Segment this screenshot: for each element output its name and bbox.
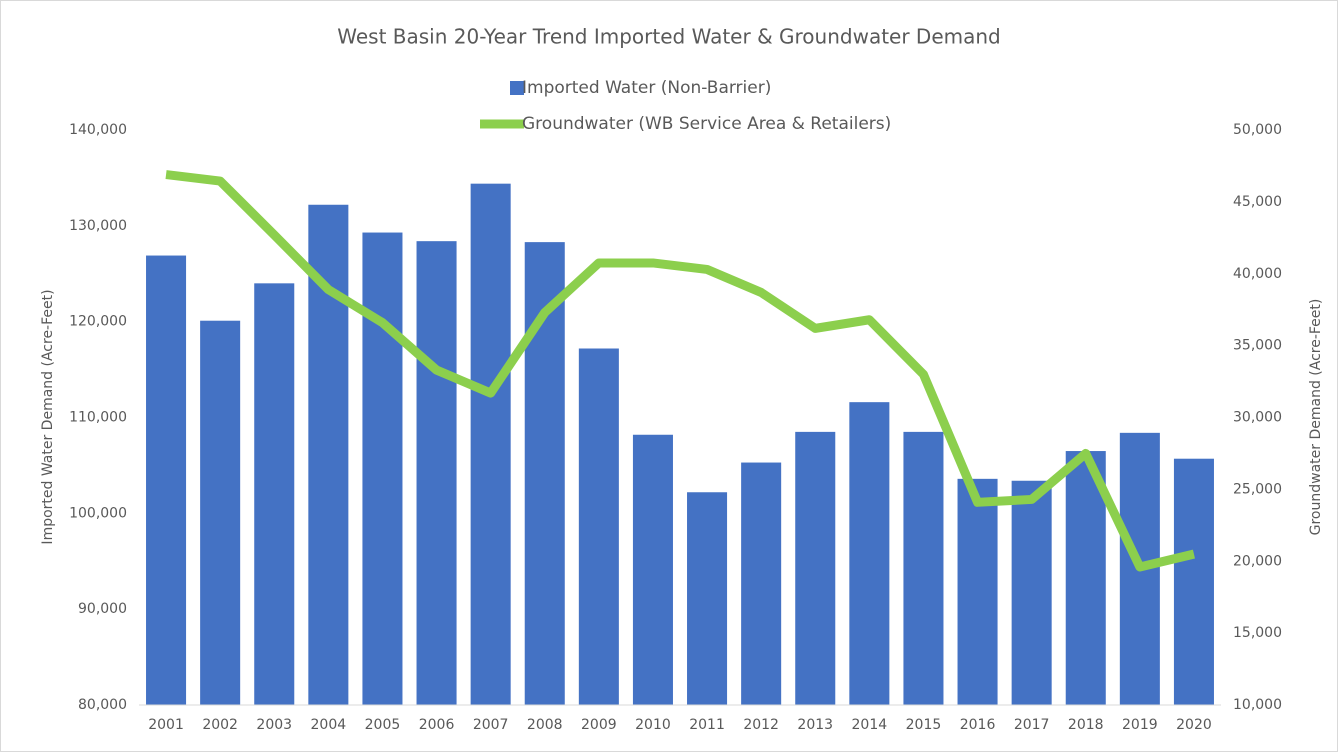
x-tick-label: 2004	[311, 717, 347, 733]
x-tick-label: 2016	[960, 717, 996, 733]
y2-tick-label: 15,000	[1233, 625, 1282, 641]
x-tick-label: 2009	[581, 717, 617, 733]
bar	[1173, 458, 1214, 705]
x-tick-label: 2018	[1068, 717, 1104, 733]
bar	[200, 320, 241, 705]
y2-tick-label: 30,000	[1233, 410, 1282, 426]
y2-tick-label: 20,000	[1233, 553, 1282, 569]
y2-tick-label: 40,000	[1233, 266, 1282, 282]
y-tick-label: 130,000	[69, 218, 127, 234]
x-tick-label: 2006	[419, 717, 455, 733]
x-tick-label: 2017	[1014, 717, 1050, 733]
bar	[1065, 451, 1106, 705]
x-tick-label: 2003	[256, 717, 292, 733]
bar	[632, 434, 673, 705]
y2-tick-label: 50,000	[1233, 122, 1282, 138]
x-tick-label: 2013	[797, 717, 833, 733]
y2-tick-label: 10,000	[1233, 697, 1282, 713]
y2-tick-label: 45,000	[1233, 194, 1282, 210]
x-tick-label: 2010	[635, 717, 671, 733]
bar	[254, 283, 295, 705]
x-tick-label: 2019	[1122, 717, 1158, 733]
legend-label: Groundwater (WB Service Area & Retailers…	[522, 114, 891, 134]
bar	[362, 232, 403, 705]
y2-axis-title: Groundwater Demand (Acre-Feet)	[1308, 299, 1324, 536]
chart-title: West Basin 20-Year Trend Imported Water …	[337, 25, 1001, 49]
y2-tick-label: 35,000	[1233, 338, 1282, 354]
bar	[849, 402, 890, 705]
x-tick-label: 2020	[1176, 717, 1212, 733]
x-tick-label: 2002	[202, 717, 238, 733]
x-tick-label: 2008	[527, 717, 563, 733]
bar	[957, 478, 998, 705]
bar	[416, 241, 457, 705]
bar	[1011, 480, 1052, 705]
bar	[146, 255, 187, 705]
y-tick-label: 90,000	[78, 601, 127, 617]
x-tick-label: 2014	[852, 717, 888, 733]
bar	[741, 462, 782, 705]
x-tick-label: 2015	[906, 717, 942, 733]
x-tick-label: 2005	[365, 717, 401, 733]
y-tick-label: 110,000	[69, 410, 127, 426]
x-tick-label: 2012	[743, 717, 779, 733]
bar	[578, 348, 619, 705]
x-tick-label: 2001	[148, 717, 184, 733]
legend-label: Imported Water (Non-Barrier)	[522, 78, 771, 98]
bar	[795, 431, 836, 705]
y-tick-label: 120,000	[69, 314, 127, 330]
y2-tick-label: 25,000	[1233, 481, 1282, 497]
y-tick-label: 100,000	[69, 505, 127, 521]
line	[165, 170, 1195, 572]
bar	[687, 492, 728, 705]
bar	[903, 431, 944, 705]
y-axis-title: Imported Water Demand (Acre-Feet)	[40, 289, 56, 544]
y-tick-label: 140,000	[69, 122, 127, 138]
x-tick-label: 2011	[689, 717, 725, 733]
bar	[470, 183, 511, 705]
legend-swatch	[510, 81, 524, 95]
y-tick-label: 80,000	[78, 697, 127, 713]
x-tick-label: 2007	[473, 717, 509, 733]
